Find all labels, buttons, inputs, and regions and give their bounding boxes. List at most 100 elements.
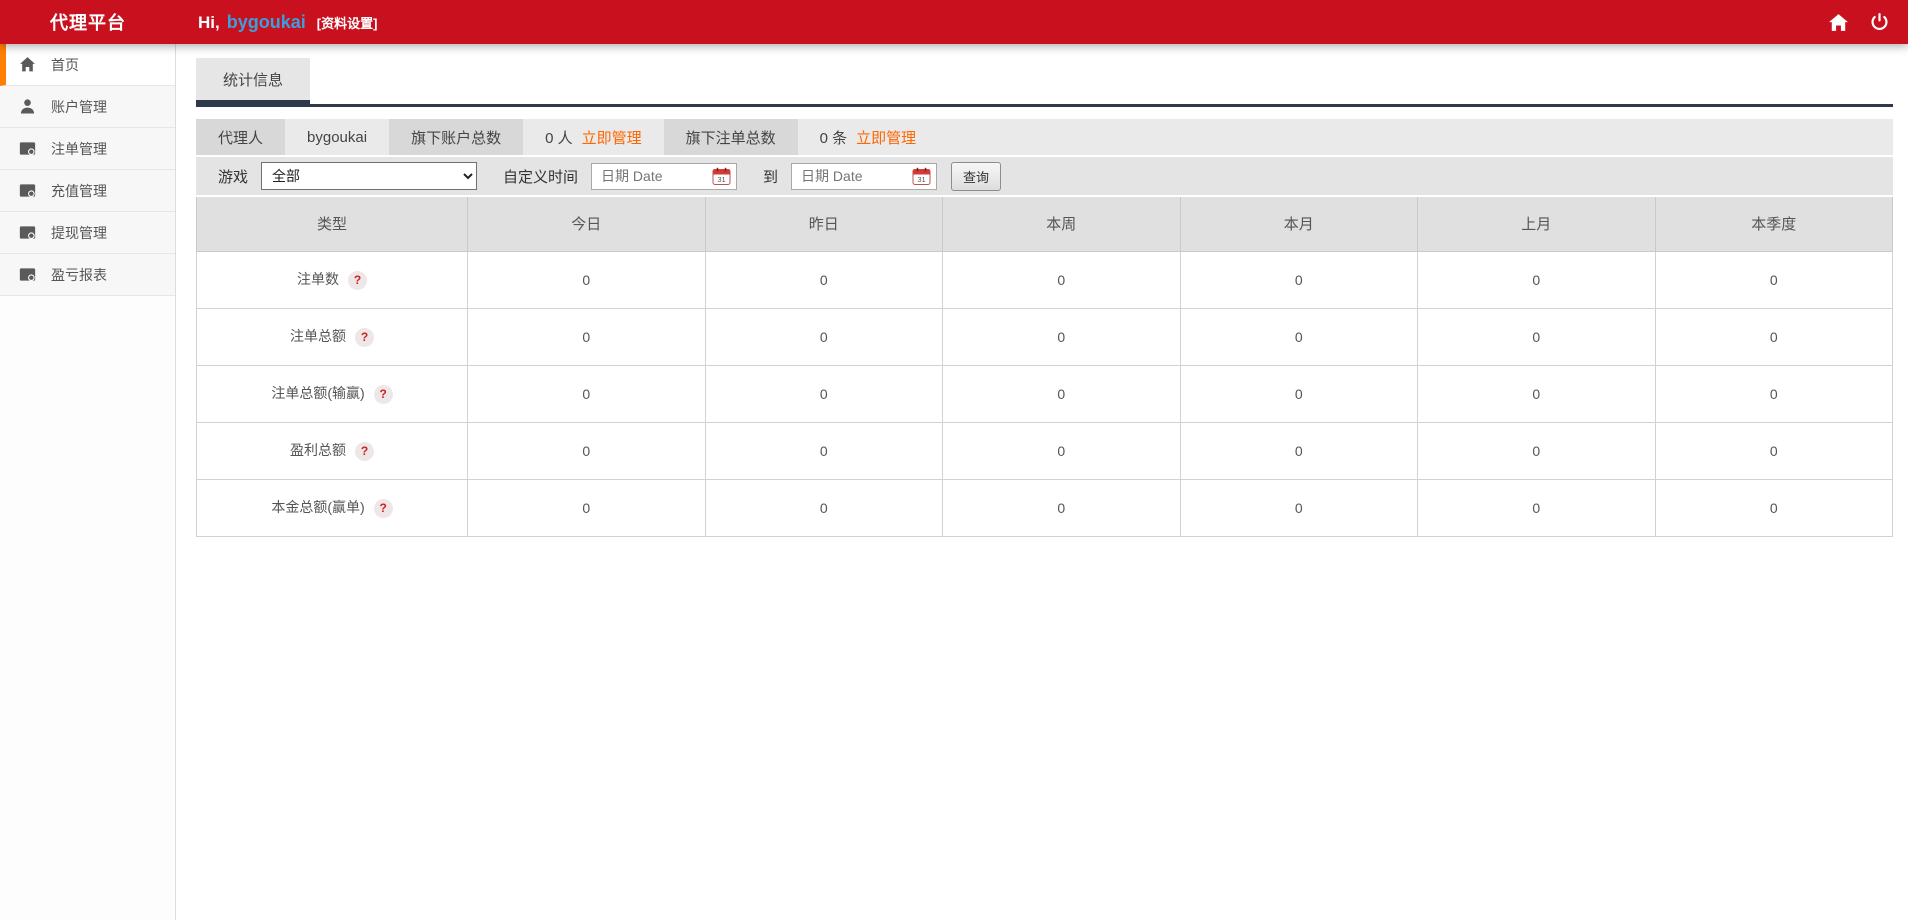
statistics-table: 类型 今日 昨日 本周 本月 上月 本季度 注单数? 0 0 0 0 0 0 注单总额? 0 0 0 0 0 0 注单总… [196,197,1893,537]
value-cell: 0 [1179,307,1418,366]
value-cell: 0 [704,478,943,537]
help-icon[interactable]: ? [373,384,393,404]
value-cell: 0 [1654,421,1893,480]
value-cell: 0 [942,307,1181,366]
help-icon[interactable]: ? [373,498,393,518]
value-cell: 0 [704,250,943,309]
row-type-cell: 本金总额(赢单)? [196,478,468,537]
orders-icon [19,140,36,157]
top-header: 代理平台 Hi, bygoukai [资料设置] [0,0,1908,44]
profile-settings-link[interactable]: [资料设置] [316,15,378,31]
sidebar-menu: 首页账户管理注单管理 充值管理 提现管理 盈亏报表 [0,44,175,296]
row-type-label: 注单总额 [290,328,346,345]
row-type-label: 注单数 [297,271,339,288]
value-cell: 0 [704,307,943,366]
column-header: 今日 [467,197,706,252]
value-cell: 0 [942,421,1181,480]
sidebar-item-home[interactable]: 首页 [0,44,175,86]
table-row: 盈利总额? 0 0 0 0 0 0 [196,421,1893,480]
sidebar-item-orders[interactable]: 注单管理 [0,128,175,170]
date-to-field[interactable]: 31 [791,162,938,190]
sidebar-item-withdraw[interactable]: 提现管理 [0,212,175,254]
value-cell: 0 [942,364,1181,423]
value-cell: 0 [942,250,1181,309]
value-cell: 0 [1654,364,1893,423]
tab-statistics[interactable]: 统计信息 [196,58,311,104]
value-cell: 0 [704,364,943,423]
manage-now-link[interactable]: 立即管理 [856,129,917,147]
calendar-icon[interactable]: 31 [712,167,731,186]
value-cell: 0 [1417,250,1656,309]
sidebar-item-report[interactable]: 盈亏报表 [0,254,175,296]
greeting-prefix: Hi, [198,12,220,32]
sidebar-item-label: 账户管理 [51,98,107,115]
info-segment-label: 旗下注单总数 [685,129,776,147]
value-cell: 0 [1654,307,1893,366]
value-cell: 0 [467,421,706,480]
recharge-icon [19,182,36,199]
username: bygoukai [226,11,306,32]
info-segment-1: bygoukai [285,119,390,155]
date-from-field[interactable]: 31 [591,162,738,190]
value-cell: 0 [1179,478,1418,537]
value-cell: 0 [1417,478,1656,537]
manage-now-link[interactable]: 立即管理 [581,129,642,147]
table-header-row: 类型 今日 昨日 本周 本月 上月 本季度 [196,197,1893,252]
sidebar: 首页账户管理注单管理 充值管理 提现管理 盈亏报表 [0,44,176,920]
date-from-input[interactable] [601,168,702,184]
svg-text:31: 31 [717,175,725,184]
value-cell: 0 [1179,421,1418,480]
info-segment-label: 0 人 [545,129,573,147]
calendar-icon[interactable]: 31 [912,167,931,186]
value-cell: 0 [467,478,706,537]
info-segment-2: 旗下账户总数 [389,119,524,155]
value-cell: 0 [1417,307,1656,366]
value-cell: 0 [704,421,943,480]
value-cell: 0 [1179,250,1418,309]
info-segment-label: 0 条 [819,129,848,147]
main-content: 统计信息 代理人 bygoukai 旗下账户总数 0 人立即管理 旗下注单总数 0 条立即… [196,44,1893,537]
power-icon[interactable] [1869,12,1890,33]
withdraw-icon [19,224,36,241]
filter-row: 游戏 全部 自定义时间 31 到 31 查询 [196,157,1893,195]
header-actions [1828,12,1890,33]
row-type-cell: 盈利总额? [196,421,468,480]
column-header: 昨日 [704,197,943,252]
svg-text:31: 31 [917,175,925,184]
game-label: 游戏 [218,168,249,186]
row-type-cell: 注单总额(输赢)? [196,364,468,423]
custom-time-label: 自定义时间 [503,168,579,186]
help-icon[interactable]: ? [355,327,374,347]
column-header: 上月 [1417,197,1656,252]
value-cell: 0 [1417,421,1656,480]
value-cell: 0 [1654,478,1893,537]
help-icon[interactable]: ? [348,270,367,290]
value-cell: 0 [467,307,706,366]
value-cell: 0 [467,250,706,309]
info-segment-label: bygoukai [307,128,368,146]
sidebar-item-label: 首页 [51,56,79,73]
info-segment-label: 旗下账户总数 [411,129,502,147]
row-type-cell: 注单总额? [196,307,468,366]
table-row: 注单数? 0 0 0 0 0 0 [196,250,1893,309]
search-button[interactable]: 查询 [951,161,1002,191]
sidebar-item-accounts[interactable]: 账户管理 [0,86,175,128]
table-row: 注单总额? 0 0 0 0 0 0 [196,307,1893,366]
table-row: 注单总额(输赢)? 0 0 0 0 0 0 [196,364,1893,423]
sidebar-item-recharge[interactable]: 充值管理 [0,170,175,212]
game-select[interactable]: 全部 [261,162,478,190]
greeting: Hi, bygoukai [资料设置] [198,12,377,33]
home-icon [19,56,36,73]
tab-bar: 统计信息 [196,58,1893,107]
date-to-input[interactable] [801,168,902,184]
column-header: 本周 [942,197,1181,252]
info-segment-label: 代理人 [218,129,264,147]
help-icon[interactable]: ? [355,441,374,461]
value-cell: 0 [467,364,706,423]
info-segment-5: 0 条立即管理 [797,119,1893,155]
value-cell: 0 [942,478,1181,537]
value-cell: 0 [1179,364,1418,423]
home-icon[interactable] [1828,12,1849,33]
row-type-label: 盈利总额 [290,442,346,459]
report-icon [19,266,36,283]
